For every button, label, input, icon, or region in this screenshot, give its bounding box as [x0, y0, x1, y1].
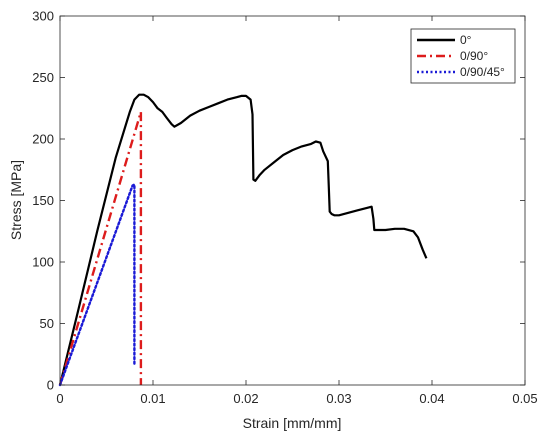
- legend: 0° 0/90° 0/90/45°: [410, 28, 516, 84]
- y-axis-label: Stress [MPa]: [8, 160, 24, 240]
- legend-entry-0: 0°: [460, 33, 472, 47]
- legend-entry-2: 0/90/45°: [460, 65, 505, 79]
- y-tick-label: 0: [47, 378, 54, 393]
- y-tick-label: 250: [32, 70, 54, 85]
- x-tick-label: 0: [56, 391, 63, 406]
- y-tick-label: 100: [32, 255, 54, 270]
- y-tick-label: 300: [32, 9, 54, 24]
- series-layer: [58, 93, 428, 387]
- series-line-2: [58, 183, 136, 387]
- y-tick-label: 200: [32, 132, 54, 147]
- y-tick-label: 150: [32, 193, 54, 208]
- legend-box: [410, 28, 516, 84]
- x-tick-label: 0.01: [140, 391, 165, 406]
- x-ticks: 0 0.01 0.02 0.03 0.04 0.05: [56, 16, 538, 406]
- x-tick-label: 0.05: [512, 391, 537, 406]
- x-tick-label: 0.04: [419, 391, 444, 406]
- x-tick-label: 0.03: [326, 391, 351, 406]
- x-axis-label: Strain [mm/mm]: [243, 415, 342, 431]
- y-tick-label: 50: [40, 316, 54, 331]
- series-line-0: [58, 93, 428, 386]
- legend-entry-1: 0/90°: [460, 49, 488, 63]
- x-tick-label: 0.02: [233, 391, 258, 406]
- y-ticks: 0 50 100 150 200 250 300: [32, 9, 525, 393]
